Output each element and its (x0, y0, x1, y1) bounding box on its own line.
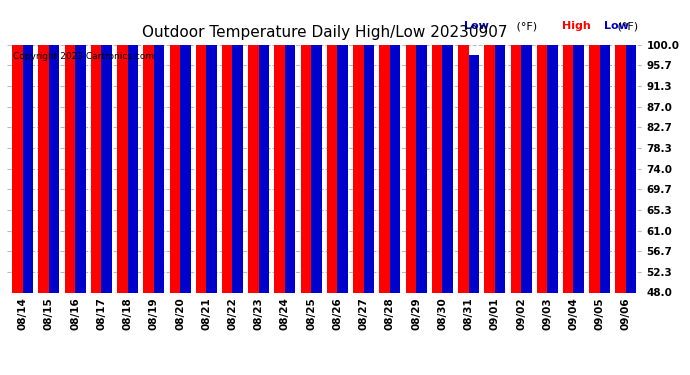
Text: (°F): (°F) (614, 21, 638, 32)
Bar (101, 7, 112, 292)
Bar (547, 0, 558, 292)
Bar (311, 0, 322, 292)
Bar (180, 0, 190, 292)
Bar (170, 0, 180, 292)
Text: (°F): (°F) (513, 21, 537, 32)
Bar (23, 0, 33, 292)
Bar (275, 0, 285, 292)
Bar (626, 0, 636, 292)
Bar (259, 0, 269, 292)
Bar (12, 0, 23, 292)
Text: Low: Low (604, 21, 629, 32)
Bar (495, 0, 505, 292)
Text: Copyright 2023 Cartronics.com: Copyright 2023 Cartronics.com (13, 53, 155, 62)
Bar (206, 0, 217, 292)
Bar (469, 54, 479, 292)
Bar (91, 0, 101, 292)
Bar (511, 0, 521, 292)
Bar (406, 0, 416, 292)
Text: Low: Low (464, 21, 489, 32)
Bar (301, 0, 311, 292)
Text: High: High (562, 21, 591, 32)
Bar (222, 0, 233, 292)
Bar (589, 0, 600, 292)
Bar (39, 0, 49, 292)
Bar (416, 0, 426, 292)
Bar (233, 0, 243, 292)
Bar (75, 0, 86, 292)
Bar (442, 38, 453, 292)
Bar (49, 0, 59, 292)
Bar (380, 0, 390, 292)
Bar (521, 21, 531, 292)
Bar (196, 0, 206, 292)
Bar (128, 0, 138, 292)
Bar (353, 0, 364, 292)
Bar (615, 0, 626, 292)
Bar (563, 0, 573, 292)
Bar (327, 0, 337, 292)
Bar (154, 7, 164, 292)
Bar (144, 0, 154, 292)
Title: Outdoor Temperature Daily High/Low 20230907: Outdoor Temperature Daily High/Low 20230… (141, 25, 507, 40)
Bar (337, 19, 348, 292)
Bar (484, 0, 495, 292)
Bar (390, 0, 400, 292)
Bar (432, 0, 442, 292)
Bar (600, 0, 610, 292)
Bar (458, 0, 469, 292)
Bar (364, 19, 374, 292)
Bar (285, 0, 295, 292)
Bar (248, 0, 259, 292)
Bar (573, 0, 584, 292)
Bar (117, 0, 128, 292)
Bar (537, 0, 547, 292)
Bar (65, 0, 75, 292)
